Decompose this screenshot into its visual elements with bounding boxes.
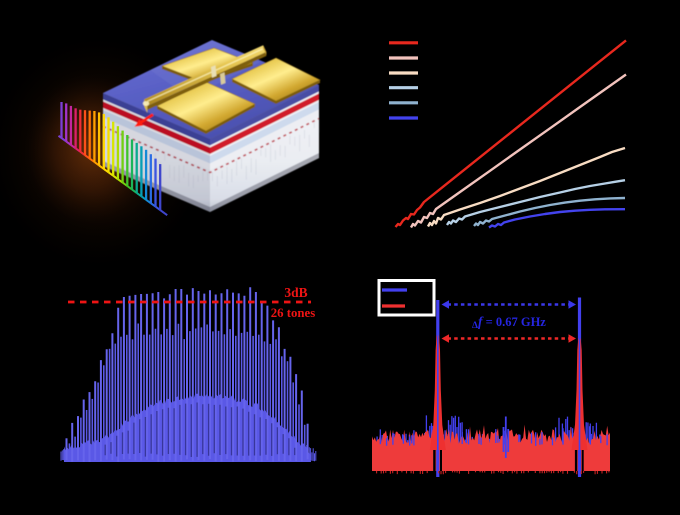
svg-text:Δf = 0.67 GHz: Δf = 0.67 GHz [472, 314, 546, 331]
svg-text:26 tones: 26 tones [271, 306, 315, 320]
svg-text:3dB: 3dB [284, 285, 307, 300]
